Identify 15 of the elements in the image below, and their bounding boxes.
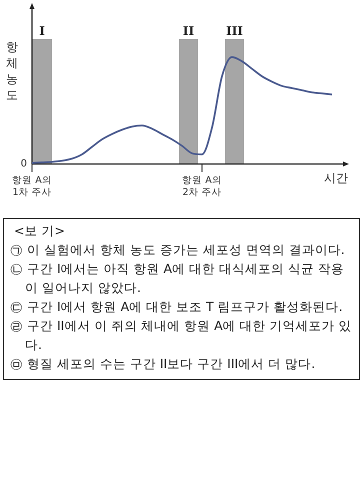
text: ㉣ 구간 II에서 이 쥐의 체내에 항원 A에 대한 기억세포가 있다. [10, 317, 353, 354]
text: ㉢ 구간 I에서 항원 A에 대한 보조 T 림프구가 활성화된다. [10, 298, 344, 316]
text: ㉡ 구간 I에서는 아직 항원 A에 대한 대식세포의 식균 작용이 일어나지 않았다. [10, 260, 345, 297]
y-axis-title: 항체 농도 [6, 40, 18, 102]
shaded-column: I [32, 24, 52, 164]
text: 0 [20, 158, 27, 170]
text: ㉤ 형질 세포의 수는 구간 II보다 구간 III에서 더 많다. [10, 355, 316, 373]
text: <보 기> [13, 222, 66, 240]
x-tick-label: 항원 A의 1차 주사 [12, 175, 52, 198]
x-tick-label: 항원 A의 2차 주사 [182, 175, 222, 198]
shaded-column: II [179, 24, 198, 164]
x-axis-title: 시간 [324, 171, 348, 186]
text: II [182, 24, 196, 38]
shaded-column: III [225, 24, 244, 164]
text: ㉠ 이 실험에서 항체 농도 증가는 세포성 면역의 결과이다. [10, 241, 346, 259]
